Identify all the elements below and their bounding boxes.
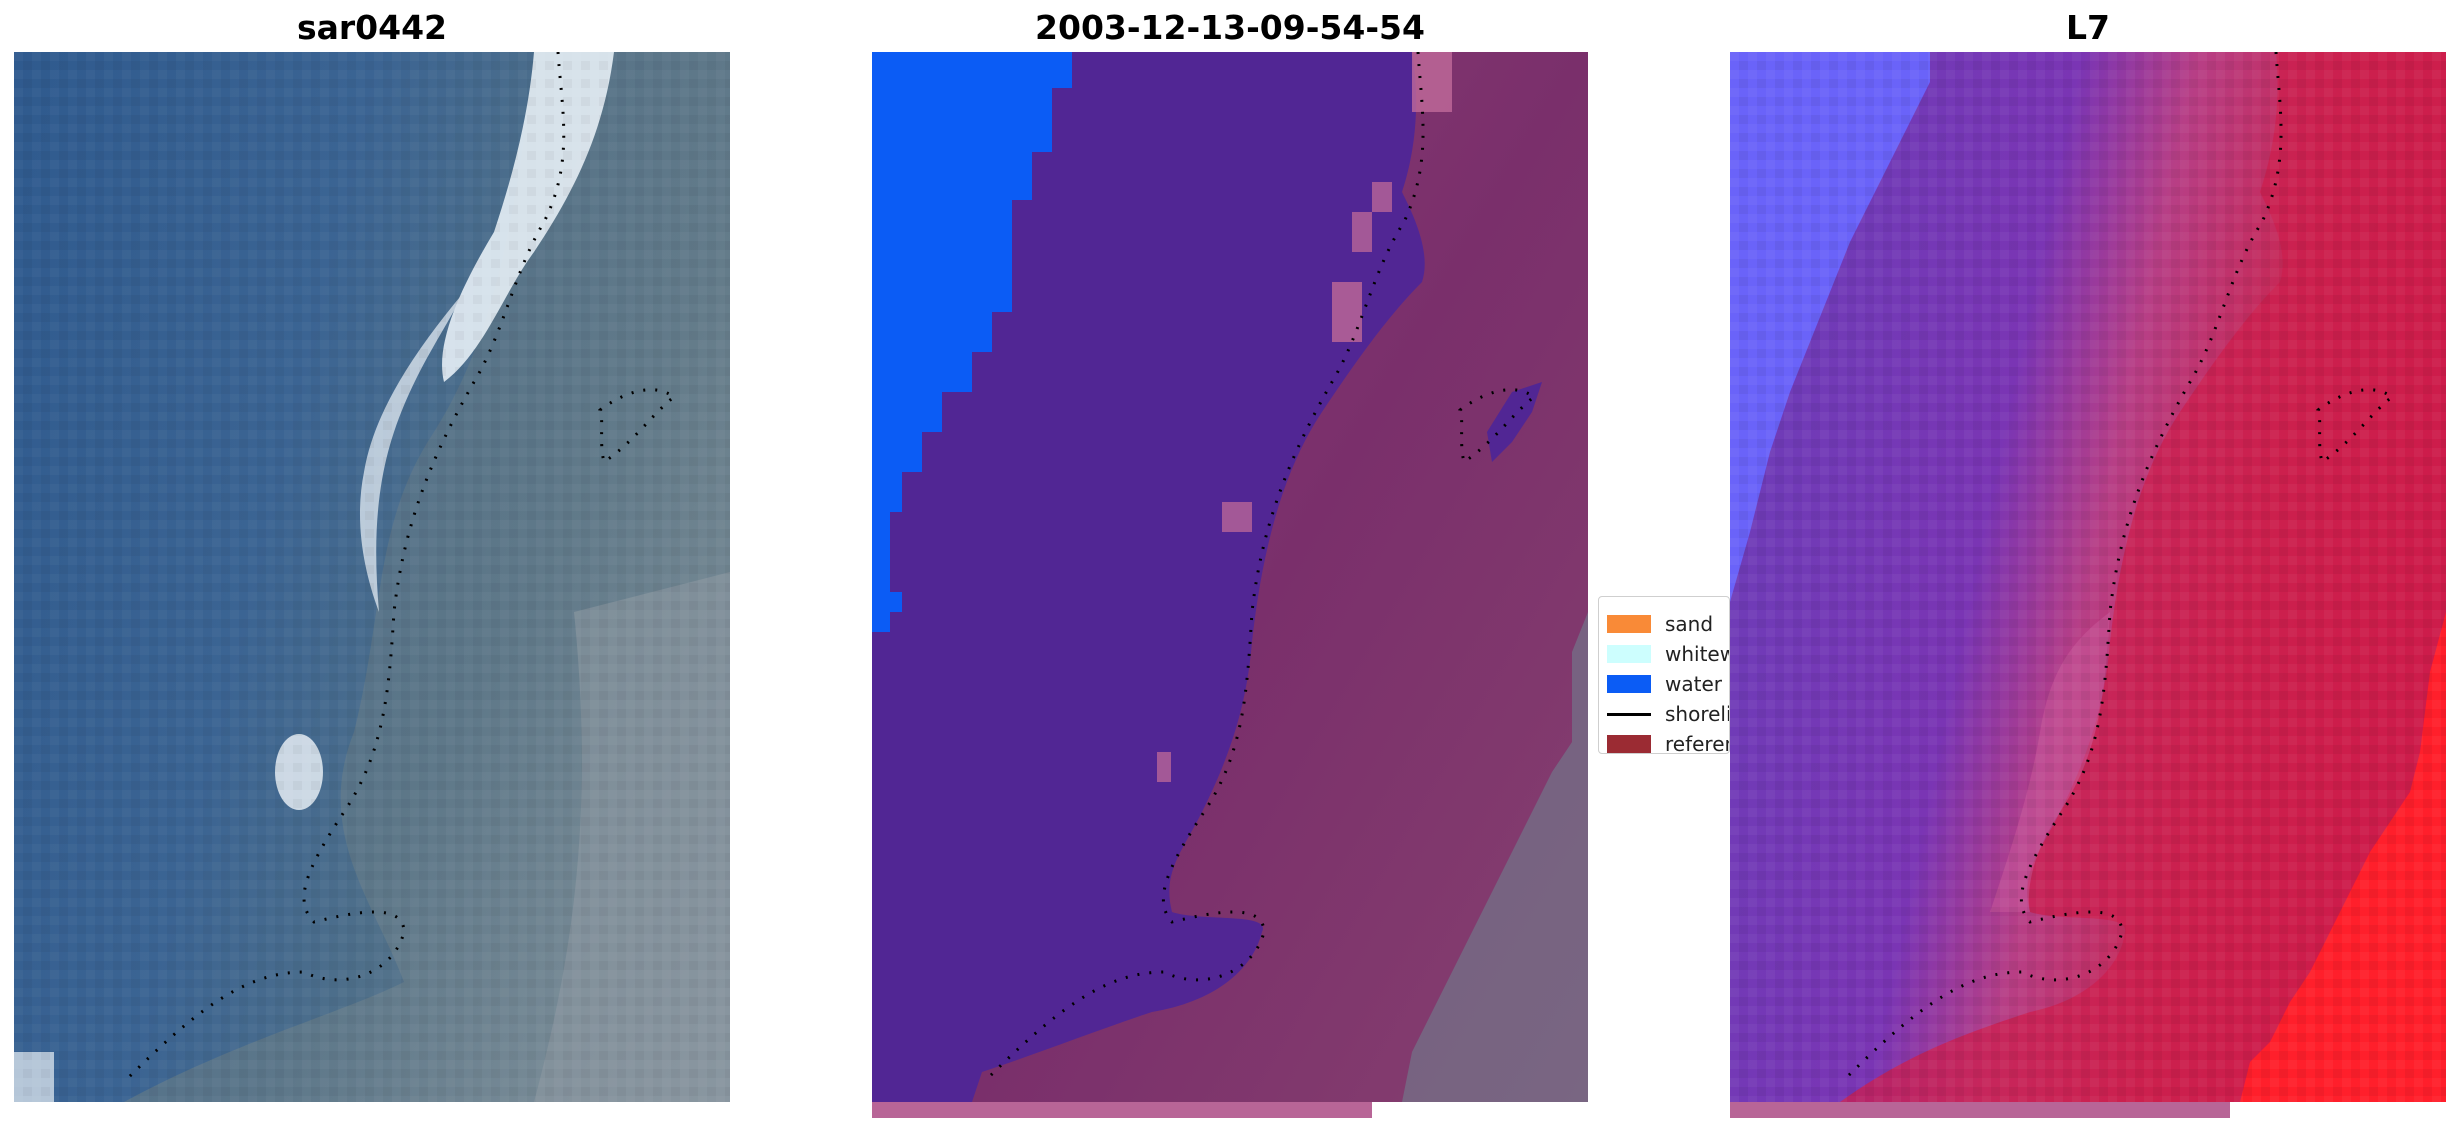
classified-image-panel — [872, 52, 1588, 1102]
panel-title-classified: 2003-12-13-09-54-54 — [1035, 8, 1425, 47]
classified-bottom-strip — [872, 1102, 1372, 1118]
water-swatch — [1607, 675, 1651, 693]
water-region — [872, 52, 1072, 632]
panel-title-rgb: sar0442 — [296, 8, 448, 47]
panel-title-index: L7 — [2066, 8, 2110, 47]
reference-shoreline-swatch — [1607, 735, 1651, 753]
shoreline-dotted — [122, 52, 566, 1084]
legend-item-reference-shoreline: reference shoreline — [1607, 731, 1729, 754]
classified-image — [872, 52, 1588, 1102]
whitewater-swatch — [1607, 645, 1651, 663]
mndwi-image — [1730, 52, 2446, 1102]
legend-label-shoreline: shoreline — [1665, 702, 1729, 726]
index-image-panel — [1730, 52, 2446, 1102]
rgb-image-panel — [14, 52, 730, 1102]
legend-item-shoreline: shoreline — [1607, 701, 1729, 727]
legend-label-water: water — [1665, 672, 1722, 696]
shoreline-line-swatch — [1607, 712, 1651, 716]
legend-item-sand: sand — [1607, 611, 1713, 637]
satellite-rgb-image — [14, 52, 730, 1102]
legend-label-sand: sand — [1665, 612, 1714, 636]
index-bottom-strip — [1730, 1102, 2230, 1118]
sand-swatch — [1607, 615, 1651, 633]
legend-item-water: water — [1607, 671, 1722, 697]
legend-label-reference-shoreline: reference shoreline — [1665, 732, 1729, 754]
